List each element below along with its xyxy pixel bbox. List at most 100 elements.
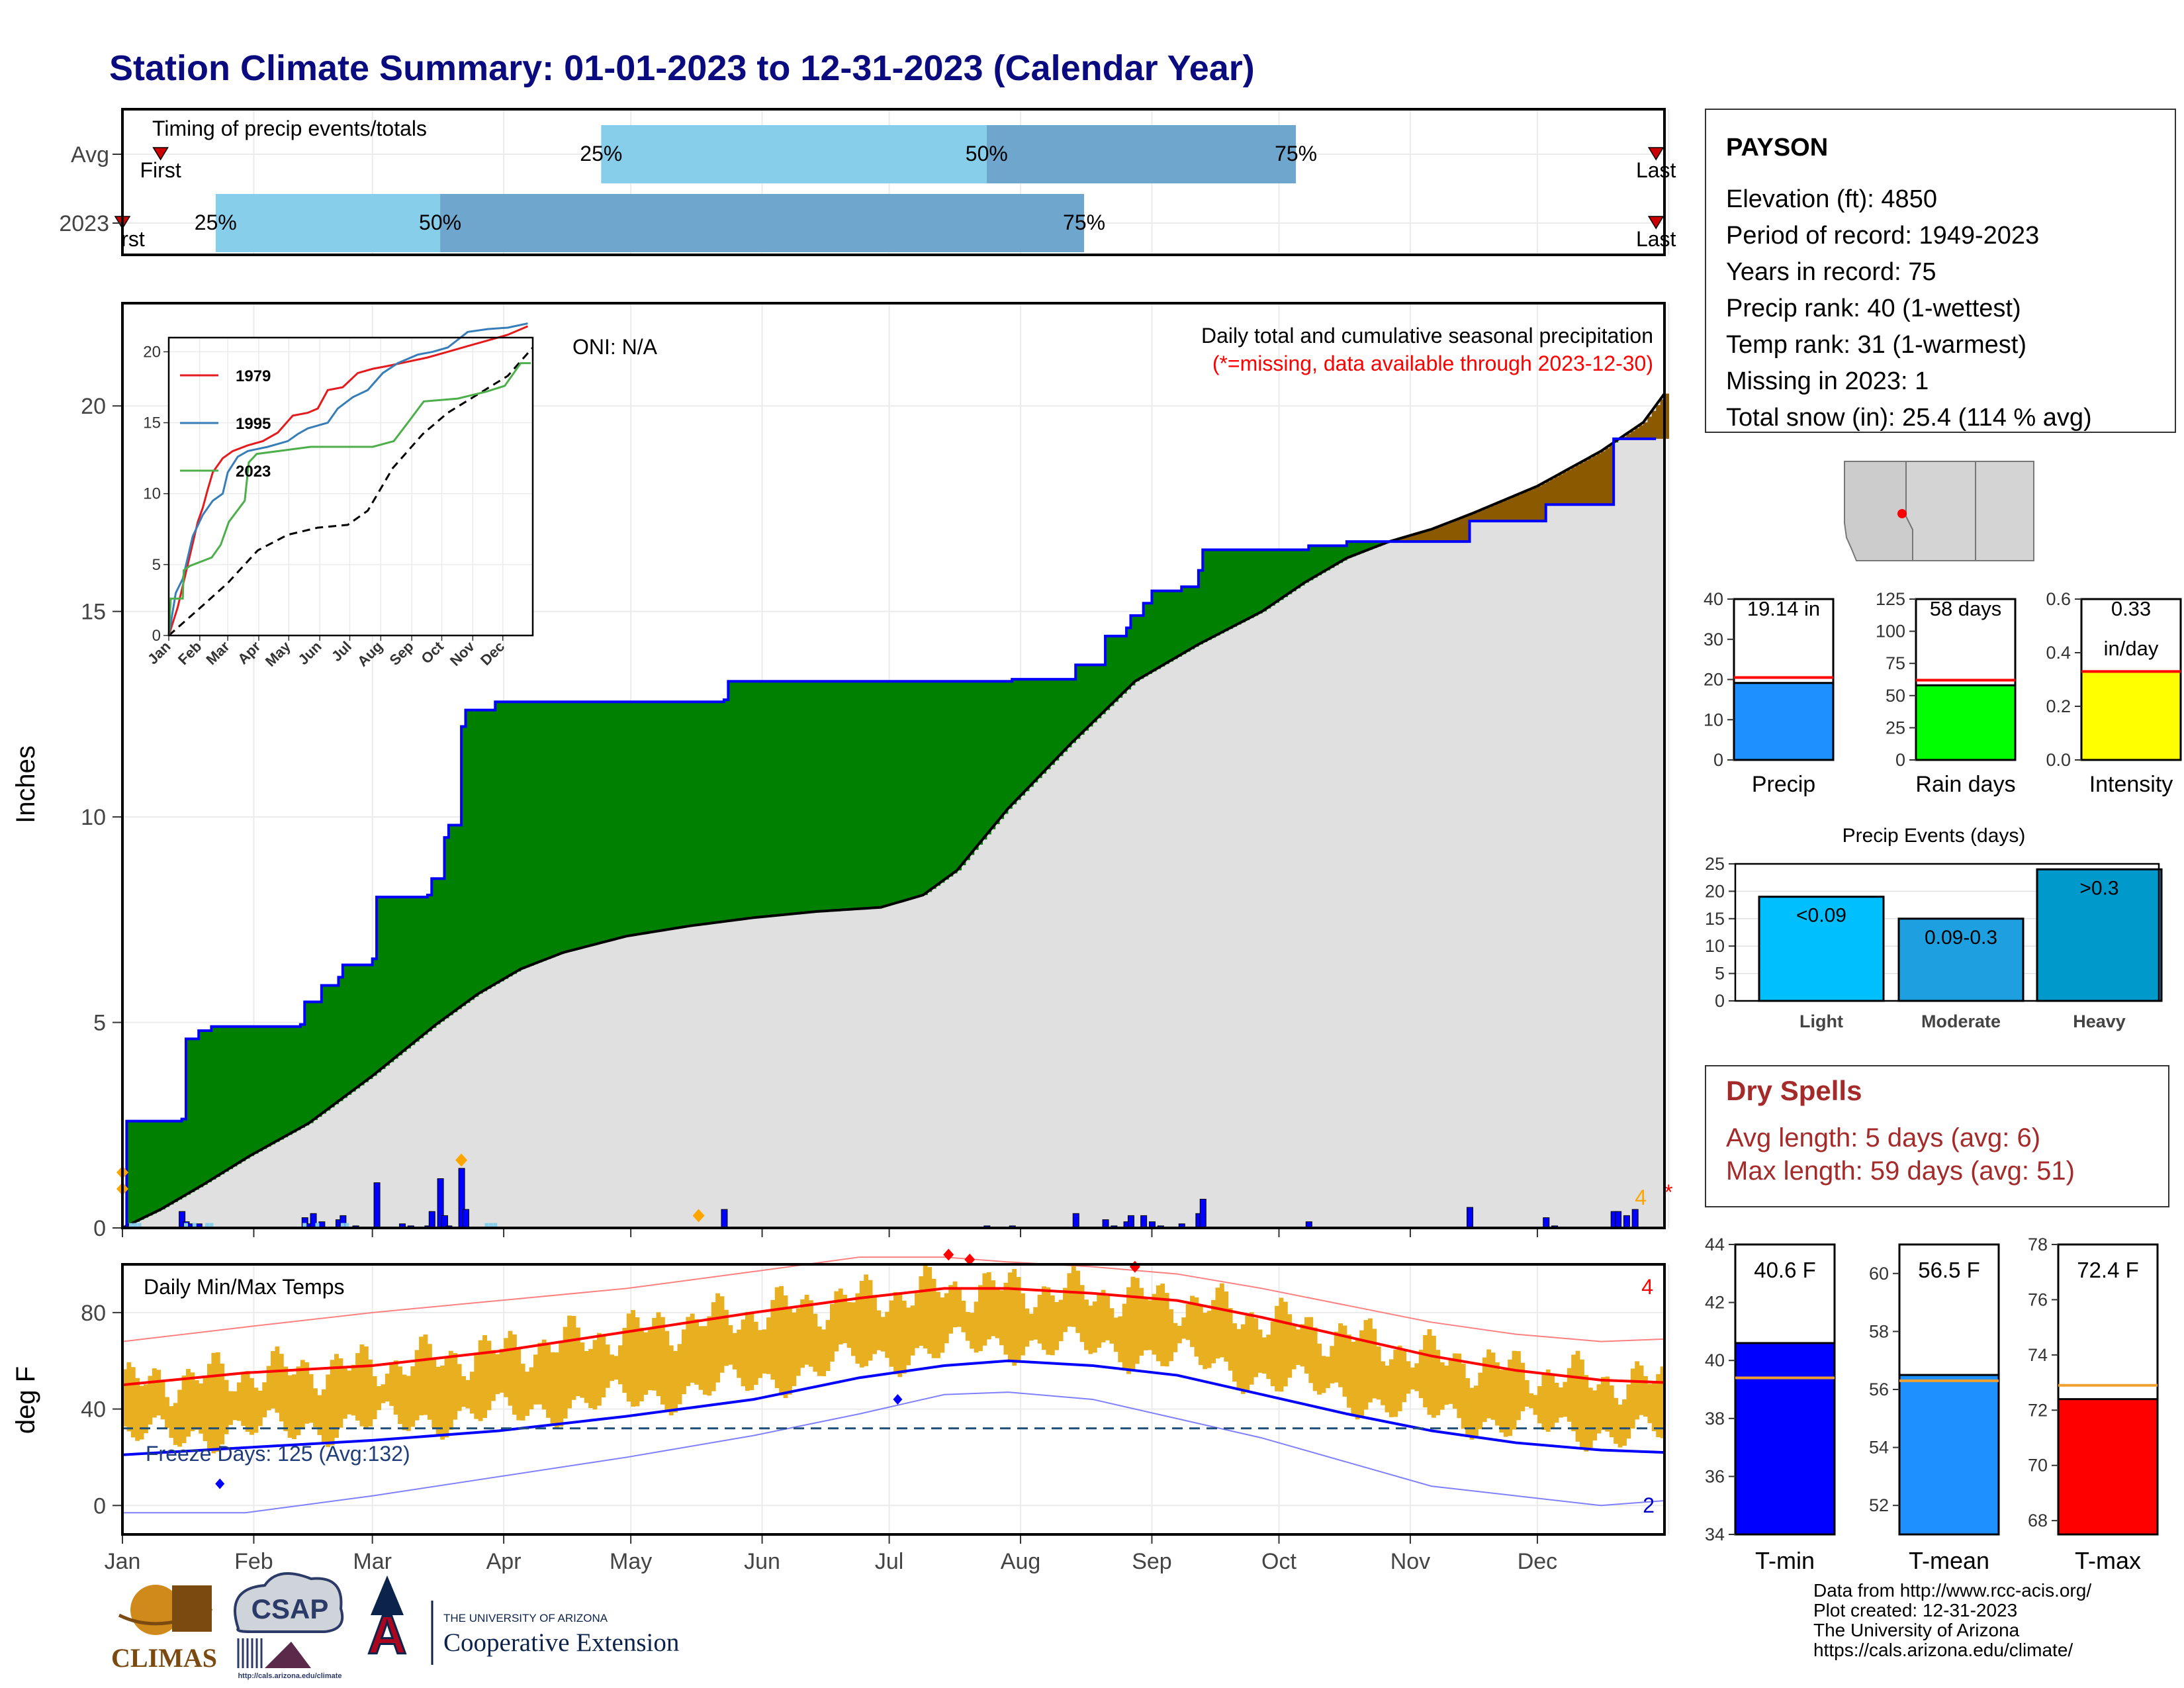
ua-a-icon — [371, 1575, 404, 1615]
cumulative-departure-bar — [215, 1026, 220, 1177]
daily-temp-bar — [139, 1385, 144, 1440]
cumulative-departure-bar — [1317, 545, 1322, 576]
daily-temp-bar — [435, 1366, 441, 1436]
cumulative-departure-bar — [580, 702, 585, 949]
daily-temp-bar — [1113, 1317, 1118, 1352]
daily-temp-bar — [804, 1294, 809, 1365]
cumulative-departure-bar — [482, 710, 488, 992]
daily-temp-bar — [266, 1366, 271, 1411]
precip-events-ytick-label: 0 — [1715, 991, 1725, 1011]
cumulative-departure-bar — [1194, 586, 1199, 647]
daily-temp-bar — [1312, 1327, 1318, 1391]
cumulative-departure-bar — [296, 1026, 301, 1131]
daily-temp-bar — [1503, 1368, 1508, 1437]
timing-bar-q2 — [986, 125, 1297, 183]
cumulative-departure-bar — [1635, 428, 1640, 439]
cumulative-departure-bar — [1444, 524, 1449, 542]
cumulative-departure-bar — [342, 964, 347, 1098]
daily-temp-bar — [253, 1387, 259, 1433]
daily-precip-bar — [1072, 1213, 1079, 1229]
cumulative-departure-bar — [546, 702, 551, 959]
daily-temp-bar — [1494, 1362, 1500, 1426]
daily-temp-bar — [1304, 1317, 1309, 1374]
daily-temp-bar — [906, 1307, 911, 1366]
daily-temp-bar — [160, 1382, 165, 1420]
cumulative-departure-bar — [1304, 549, 1309, 583]
daily-temp-bar — [474, 1355, 479, 1419]
cumulative-departure-bar — [1312, 545, 1318, 578]
daily-precip-bar — [1467, 1207, 1474, 1229]
cumulative-departure-bar — [1452, 521, 1457, 542]
daily-temp-bar — [241, 1373, 246, 1427]
daily-temp-bar — [1533, 1395, 1538, 1415]
daily-temp-bar — [504, 1338, 508, 1397]
cumulative-departure-bar — [889, 681, 894, 905]
cumulative-departure-bar — [872, 681, 877, 908]
daily-temp-bar — [165, 1397, 169, 1429]
cumulative-departure-bar — [402, 897, 407, 1053]
cumulative-departure-bar — [1028, 679, 1034, 787]
cumulative-departure-bar — [986, 681, 991, 835]
cumulative-departure-bar — [1253, 549, 1259, 616]
cumulative-departure-bar — [326, 985, 331, 1111]
cumulative-departure-bar — [474, 710, 479, 997]
cumulative-departure-bar — [1490, 505, 1496, 522]
inset-ytick-label: 20 — [143, 343, 161, 361]
cumulative-departure-bar — [639, 702, 644, 935]
temp-bar-value — [1898, 1374, 2000, 1536]
cumulative-departure-bar — [690, 702, 695, 926]
daily-temp-bar — [1482, 1357, 1487, 1423]
daily-temp-bar — [389, 1363, 394, 1406]
csap-logo-text: CSAP — [251, 1593, 329, 1624]
daily-temp-bar — [940, 1297, 945, 1353]
page-title: Station Climate Summary: 01-01-2023 to 1… — [109, 48, 1255, 88]
precip-event-bar-label: 0.09-0.3 — [1925, 927, 1997, 949]
daily-temp-bar — [220, 1363, 225, 1445]
cumulative-departure-bar — [1211, 549, 1216, 638]
cumulative-departure-bar — [995, 681, 1000, 824]
cumulative-departure-bar — [338, 977, 343, 1102]
cumulative-departure-bar — [783, 681, 788, 915]
cumulative-departure-bar — [952, 681, 958, 874]
daily-precip-bar — [462, 1209, 469, 1229]
mini-bar-value — [2080, 670, 2182, 761]
missing-data-note: (*=missing, data available through 2023-… — [1212, 352, 1653, 375]
daily-temp-bar — [978, 1285, 983, 1352]
cumulative-departure-bar — [381, 897, 386, 1069]
daily-temp-bar — [490, 1350, 496, 1401]
cumulative-departure-bar — [1308, 545, 1314, 581]
daily-snow-bar — [484, 1223, 489, 1228]
daily-temp-bar — [1079, 1285, 1085, 1342]
daily-temp-bar — [1334, 1331, 1339, 1383]
cumulative-departure-bar — [1639, 425, 1644, 439]
cumulative-departure-bar — [880, 681, 886, 908]
daily-temp-bar — [275, 1346, 280, 1413]
cumulative-departure-bar — [1240, 549, 1246, 623]
daily-temp-bar — [970, 1313, 975, 1349]
cumulative-departure-bar — [1257, 549, 1263, 614]
daily-temp-bar — [694, 1319, 700, 1385]
daily-temp-bar — [393, 1360, 398, 1415]
daily-temp-bar — [292, 1374, 296, 1440]
daily-temp-bar — [529, 1367, 534, 1409]
cumulative-departure-bar — [1579, 463, 1584, 505]
daily-temp-bar — [1317, 1343, 1322, 1395]
daily-temp-bar — [1270, 1321, 1275, 1387]
daily-temp-bar — [936, 1291, 940, 1358]
cumulative-departure-bar — [686, 702, 691, 927]
mini-bar-ytick-label: 0.6 — [2046, 589, 2071, 609]
daily-temp-bar — [1033, 1307, 1038, 1340]
cumulative-departure-bar — [152, 1121, 157, 1214]
cumulative-departure-bar — [668, 702, 674, 929]
daily-temp-bar — [1181, 1317, 1187, 1339]
temp-bar-label: T-min — [1755, 1547, 1815, 1574]
dry-spells-avg-length: Avg length: 5 days (avg: 6) — [1726, 1123, 2040, 1152]
timing-p50-label: 50% — [419, 211, 461, 234]
cumulative-departure-bar — [901, 681, 907, 902]
daily-temp-bar — [232, 1391, 238, 1421]
cumulative-departure-bar — [419, 897, 424, 1039]
daily-temp-bar — [250, 1378, 254, 1435]
hot-record-count: 4 — [1641, 1275, 1653, 1299]
cumulative-departure-bar — [300, 1024, 305, 1128]
cumulative-departure-bar — [779, 681, 784, 915]
